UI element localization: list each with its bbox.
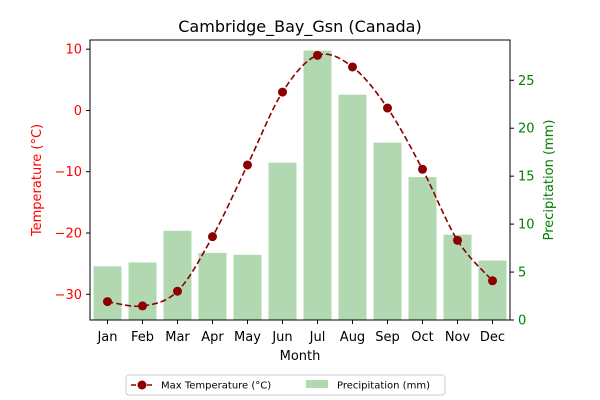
- right-tick-label: 5: [518, 266, 526, 281]
- right-tick-label: 20: [518, 122, 535, 137]
- x-tick-label-apr: Apr: [201, 330, 224, 345]
- temperature-point-sep: [383, 103, 392, 113]
- x-tick-label-jan: Jan: [96, 330, 117, 345]
- precipitation-bar-may: [233, 254, 262, 320]
- precipitation-bars: [93, 50, 507, 321]
- temperature-point-oct: [418, 164, 427, 174]
- x-tick-label-nov: Nov: [445, 330, 471, 345]
- x-axis-label: Month: [280, 349, 321, 364]
- legend-box: [125, 374, 446, 396]
- left-tick-label: 10: [65, 43, 82, 58]
- right-axis-label: Precipitation (mm): [542, 120, 557, 241]
- precipitation-bar-aug: [338, 94, 367, 320]
- plot-area-frame: [89, 39, 511, 321]
- temperature-point-jul: [313, 50, 322, 60]
- x-tick-label-sep: Sep: [375, 330, 400, 345]
- temperature-point-nov: [453, 235, 462, 245]
- temperature-line: [103, 50, 497, 311]
- precipitation-bar-mar: [163, 230, 192, 320]
- precipitation-bar-dec: [478, 260, 507, 320]
- precipitation-bar-feb: [128, 262, 157, 320]
- right-tick-label: 15: [518, 170, 535, 185]
- precipitation-bar-oct: [408, 177, 437, 320]
- x-tick-label-dec: Dec: [480, 330, 505, 345]
- precipitation-bar-apr: [198, 252, 227, 320]
- right-tick-label: 25: [518, 74, 535, 89]
- x-tick-label-mar: Mar: [165, 330, 190, 345]
- x-tick-label-feb: Feb: [131, 330, 154, 345]
- temperature-point-apr: [208, 232, 217, 242]
- temperature-point-jun: [278, 87, 287, 97]
- chart-title: Cambridge_Bay_Gsn (Canada): [178, 17, 421, 37]
- precipitation-bar-nov: [443, 234, 472, 320]
- month-axis: Jan Feb Mar Apr May Jun Jul Aug Sep Oct Nov Dec: [96, 320, 505, 345]
- legend-precipitation-swatch: [306, 380, 328, 388]
- x-tick-label-may: May: [234, 330, 261, 345]
- left-axis-label: Temperature (°C): [30, 124, 45, 237]
- legend: Max Temperature (°C) Precipitation (mm): [125, 374, 446, 396]
- precipitation-bar-jan: [93, 266, 122, 320]
- legend-temperature-label: Max Temperature (°C): [161, 381, 271, 392]
- x-tick-label-oct: Oct: [411, 330, 433, 345]
- x-tick-label-jul: Jul: [309, 330, 326, 345]
- temperature-point-dec: [488, 276, 497, 286]
- temperature-point-feb: [138, 301, 147, 311]
- precipitation-bar-sep: [373, 142, 402, 320]
- left-tick-label: 0: [74, 104, 82, 119]
- temperature-point-may: [243, 160, 252, 170]
- precipitation-bar-jul: [303, 50, 332, 321]
- legend-precipitation-label: Precipitation (mm): [337, 381, 430, 392]
- left-tick-label: −10: [55, 165, 82, 180]
- precipitation-bar-jun: [268, 162, 297, 320]
- x-tick-label-aug: Aug: [340, 330, 365, 345]
- right-tick-label: 10: [518, 218, 535, 233]
- left-tick-label: −30: [55, 288, 82, 303]
- left-temperature-axis: 10 0 −10 −20 −30: [55, 43, 90, 303]
- temperature-point-jan: [103, 297, 112, 307]
- right-tick-label: 0: [518, 314, 526, 329]
- temperature-point-mar: [173, 286, 182, 296]
- legend-temperature-marker: [137, 380, 147, 390]
- x-tick-label-jun: Jun: [271, 330, 292, 345]
- temperature-point-aug: [348, 62, 357, 72]
- right-precipitation-axis: 0 5 10 15 20 25: [510, 74, 535, 329]
- left-tick-label: −20: [55, 226, 82, 241]
